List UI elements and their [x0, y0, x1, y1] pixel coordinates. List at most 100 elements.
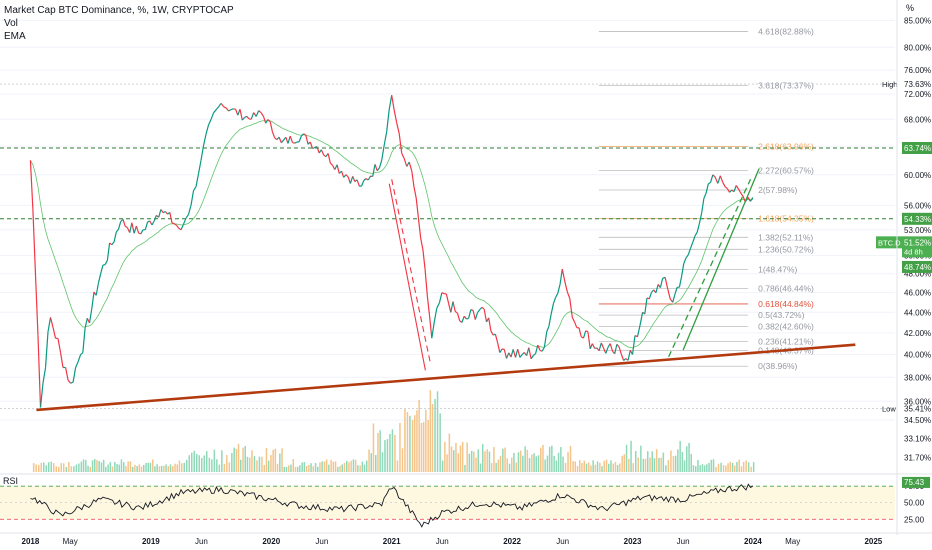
price-series: [29, 95, 754, 408]
price-tag-0: 73.63%: [904, 80, 931, 89]
price-segment-197: [483, 309, 488, 323]
volume-bar-109: [285, 466, 288, 472]
volume-bar-139: [352, 459, 355, 472]
ema-path: [30, 120, 753, 349]
price-segment-313: [747, 196, 751, 202]
volume-bar-68: [188, 455, 190, 472]
price-segment-165: [411, 171, 415, 187]
volume-bar-226: [551, 445, 553, 472]
time-axis: 2018 May 2019 Jun 2020 Jun 2021 Jun 2022 Jun 2023 J…: [0, 532, 932, 546]
volume-bar-273: [658, 458, 660, 472]
grid: [0, 19, 895, 421]
price-segment-305: [729, 189, 733, 193]
volume-bar-236: [574, 461, 576, 472]
fib-label-3: 2.272(60.57%): [758, 166, 814, 176]
volume-bar-48: [143, 464, 145, 472]
price-segment-151: [376, 167, 380, 172]
price-segment-9: [49, 317, 54, 328]
volume-bar-101: [267, 460, 270, 472]
price-segment-233: [564, 281, 568, 292]
volume-bar-107: [281, 448, 283, 472]
price-segment-304: [726, 188, 731, 193]
volume-bar-298: [715, 466, 717, 472]
volume-bar-116: [301, 462, 303, 472]
price-segment-295: [705, 183, 709, 194]
price-segment-303: [724, 186, 728, 189]
price-segment-84: [225, 107, 230, 112]
volume-bar-143: [361, 461, 364, 472]
volume-bar-184: [457, 453, 459, 472]
volume-bar-177: [441, 460, 444, 472]
price-segment-224: [543, 331, 548, 348]
price-segment-41: [124, 225, 128, 229]
volume-bar-213: [522, 455, 524, 472]
price-segment-61: [169, 212, 173, 224]
volume-bar-132: [337, 466, 339, 472]
price-segment-209: [510, 349, 514, 358]
volume-bar-67: [186, 459, 188, 472]
volume-bar-147: [370, 453, 372, 472]
price-segment-110: [285, 136, 289, 144]
volume-bar-103: [272, 449, 274, 472]
price-segment-289: [692, 235, 696, 243]
price-segment-170: [422, 249, 426, 270]
price-segment-217: [528, 347, 532, 359]
price-segment-189: [466, 317, 469, 320]
price-segment-50: [144, 222, 149, 230]
vol-legend[interactable]: Vol: [4, 18, 18, 29]
chart-title[interactable]: Market Cap BTC Dominance, %, 1W, CRYPTOC…: [4, 5, 234, 16]
rsi-legend: RSI: [3, 476, 18, 486]
volume-bar-217: [531, 454, 533, 472]
volume-bar-134: [341, 464, 343, 472]
price-segment-231: [559, 269, 563, 285]
price-segment-294: [703, 192, 707, 199]
price-segment-281: [674, 287, 678, 295]
price-segment-173: [429, 316, 433, 339]
volume-bar-193: [477, 449, 479, 472]
price-segment-223: [541, 346, 545, 352]
volume-bar-305: [731, 462, 734, 472]
volume-bar-52: [152, 459, 154, 472]
price-segment-45: [133, 225, 137, 234]
volume-bar-91: [244, 445, 246, 472]
volume-bar-88: [237, 443, 240, 472]
price-segment-29: [97, 273, 102, 284]
fib-label-1: 3.618(73.37%): [758, 81, 814, 91]
price-segment-299: [714, 177, 719, 184]
volume-bar-265: [640, 445, 642, 472]
volume-bar-256: [619, 463, 621, 472]
price-segment-171: [424, 269, 428, 297]
volume-bar-10: [55, 466, 57, 472]
fib-label-6: 1.382(52.11%): [758, 232, 813, 242]
volume-bar-135: [343, 463, 346, 472]
volume-bar-87: [235, 448, 238, 472]
volume-bar-169: [422, 422, 425, 472]
price-segment-104: [271, 131, 276, 138]
volume-bar-192: [475, 457, 477, 472]
price-segment-292: [698, 212, 703, 224]
ema-legend[interactable]: EMA: [4, 31, 26, 42]
price-segment-16: [67, 379, 72, 384]
volume-bar-295: [708, 462, 710, 472]
price-segment-164: [408, 161, 413, 172]
price-segment-54: [153, 215, 157, 222]
price-segment-144: [361, 180, 365, 187]
volume-bar-238: [579, 460, 581, 472]
volume-bar-246: [596, 461, 599, 472]
volume-bar-161: [404, 409, 406, 472]
price-segment-78: [210, 112, 215, 120]
volume-bar-271: [653, 458, 656, 472]
volume-bar-200: [493, 447, 495, 472]
price-segment-121: [309, 141, 314, 149]
volume-bar-278: [670, 450, 672, 472]
current-price: 51.52%: [904, 238, 931, 247]
price-segment-83: [223, 106, 227, 109]
volume-bar-51: [149, 462, 152, 472]
volume-bar-121: [312, 466, 314, 472]
price-segment-187: [461, 315, 465, 323]
volume-bar-254: [614, 462, 617, 472]
price-segment-232: [561, 268, 566, 282]
price-segment-21: [80, 352, 84, 356]
price-segment-7: [44, 331, 49, 368]
